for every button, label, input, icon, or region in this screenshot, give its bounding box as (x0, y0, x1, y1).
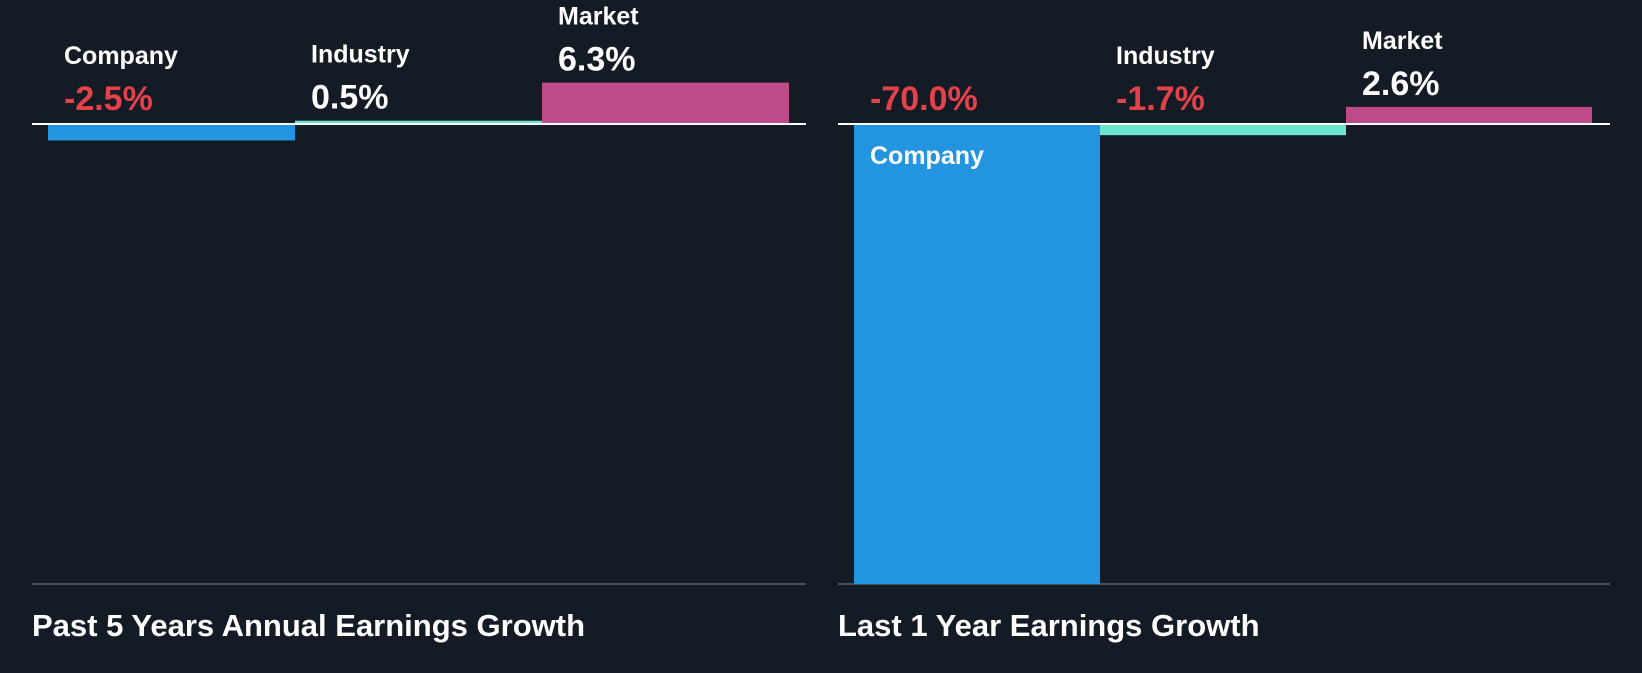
panel-past-5-years: -2.5% Company 0.5% Industry 6.3% Market Past 5… (32, 3, 806, 643)
value-label-company: -70.0% (870, 80, 978, 118)
chart-title: Past 5 Years Annual Earnings Growth (32, 608, 585, 643)
category-label-market: Market (1362, 27, 1443, 55)
category-label-market: Market (558, 3, 639, 31)
value-label-market: 6.3% (558, 41, 636, 79)
bar-industry (295, 120, 542, 124)
bar-market (542, 82, 789, 124)
category-label-company: Company (870, 142, 984, 170)
category-label-industry: Industry (1116, 42, 1215, 70)
bar-market (1346, 106, 1592, 124)
value-label-company: -2.5% (64, 80, 153, 118)
bar-company (48, 124, 295, 141)
chart-title: Last 1 Year Earnings Growth (838, 608, 1260, 643)
value-label-industry: -1.7% (1116, 80, 1205, 118)
category-label-industry: Industry (311, 41, 410, 69)
bar-company (854, 124, 1100, 584)
category-label-company: Company (64, 42, 178, 70)
panel-last-1-year: -70.0% Company -1.7% Industry 2.6% Market Last… (838, 27, 1610, 643)
value-label-market: 2.6% (1362, 65, 1440, 103)
value-label-industry: 0.5% (311, 79, 389, 117)
bar-industry (1100, 124, 1346, 136)
